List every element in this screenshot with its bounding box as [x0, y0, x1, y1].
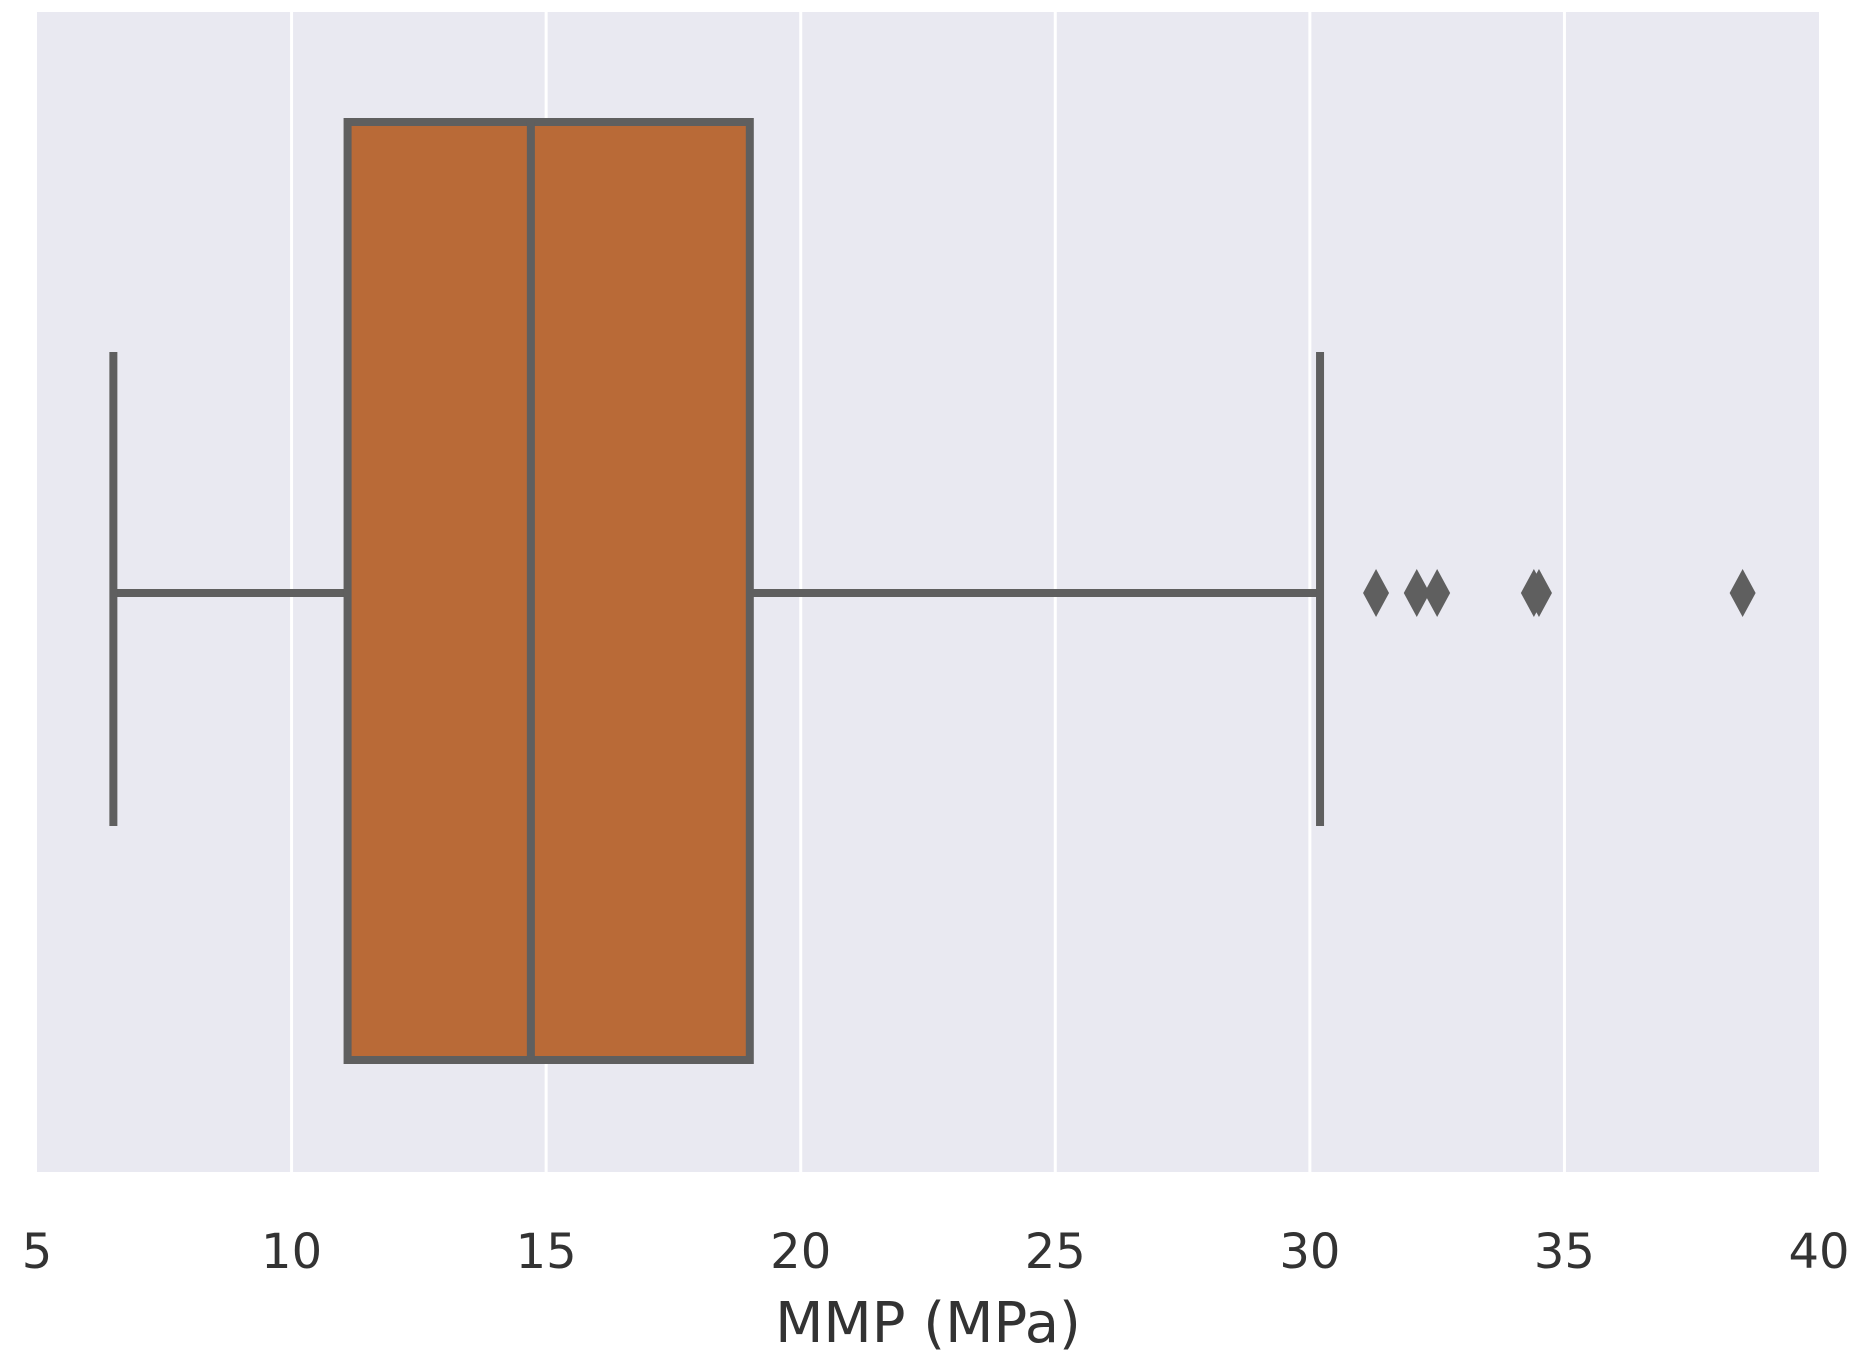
iqr-box	[343, 118, 754, 1064]
x-tick-label: 15	[516, 1224, 577, 1280]
x-tick-label: 5	[22, 1224, 53, 1280]
outlier-point	[1363, 569, 1390, 617]
outlier-point	[1729, 569, 1756, 617]
x-tick-label: 20	[770, 1224, 831, 1280]
x-tick-label: 40	[1788, 1224, 1849, 1280]
x-tick-labels: 5 10 15 20 25 30 35 40	[22, 1224, 1850, 1280]
x-tick-label: 10	[261, 1224, 322, 1280]
x-tick-label: 35	[1534, 1224, 1595, 1280]
outlier-point	[1525, 569, 1552, 617]
x-tick-label: 25	[1025, 1224, 1086, 1280]
x-axis-title: MMP (MPa)	[775, 1291, 1081, 1356]
x-tick-label: 30	[1279, 1224, 1340, 1280]
outlier-point	[1403, 569, 1430, 617]
outlier-point	[1424, 569, 1451, 617]
box-group	[109, 118, 1756, 1064]
